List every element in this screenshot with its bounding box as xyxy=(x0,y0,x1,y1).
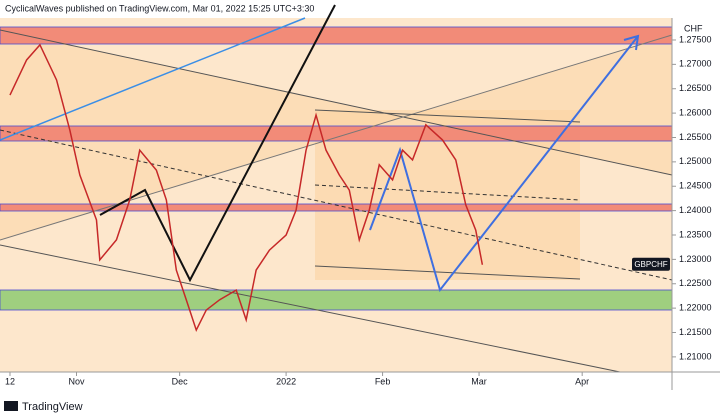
y-axis-label: CHF xyxy=(684,23,703,33)
y-tick-label: 1.21500 xyxy=(679,327,712,337)
support-zone xyxy=(0,289,673,311)
x-tick-label: Feb xyxy=(375,376,391,386)
y-tick-label: 1.22500 xyxy=(679,278,712,288)
y-tick-label: 1.22000 xyxy=(679,303,712,313)
drawings xyxy=(0,4,673,373)
wave-path xyxy=(99,4,336,283)
brand-logo xyxy=(4,401,18,411)
trend-line xyxy=(0,34,673,241)
y-tick-label: 1.21000 xyxy=(679,351,712,361)
x-tick-label: Mar xyxy=(471,376,487,386)
trend-line xyxy=(0,29,673,176)
blue-line xyxy=(0,17,306,141)
y-tick-label: 1.26500 xyxy=(679,83,712,93)
y-tick-label: 1.23000 xyxy=(679,254,712,264)
symbol-label: GBPCHF xyxy=(634,260,667,269)
arrow-head xyxy=(623,34,640,51)
x-tick-label: Nov xyxy=(69,376,86,386)
resistance-zone xyxy=(0,125,673,142)
trend-line xyxy=(0,244,621,373)
brand: TradingView xyxy=(22,401,83,413)
y-tick-label: 1.26000 xyxy=(679,107,712,117)
dashed-line xyxy=(314,184,581,201)
x-tick-label: Apr xyxy=(575,376,589,386)
y-tick-label: 1.24500 xyxy=(679,181,712,191)
y-tick-label: 1.27500 xyxy=(679,34,712,44)
price-axis xyxy=(672,18,720,390)
symbol-label-box xyxy=(632,257,670,271)
y-tick-label: 1.24000 xyxy=(679,205,712,215)
trend-line xyxy=(314,109,581,123)
dashed-line xyxy=(0,129,673,281)
x-tick-label: Dec xyxy=(172,376,189,386)
y-tick-label: 1.25500 xyxy=(679,132,712,142)
price-line xyxy=(9,43,484,333)
y-tick-label: 1.27000 xyxy=(679,59,712,69)
projection-path xyxy=(369,35,639,293)
trend-line xyxy=(314,265,581,280)
x-tick-label: 12 xyxy=(5,376,15,386)
y-tick-label: 1.25000 xyxy=(679,156,712,166)
y-tick-label: 1.23500 xyxy=(679,229,712,239)
x-tick-label: 2022 xyxy=(276,376,296,386)
resistance-zone xyxy=(0,26,673,45)
header: CyclicalWaves published on TradingView.c… xyxy=(5,3,314,13)
